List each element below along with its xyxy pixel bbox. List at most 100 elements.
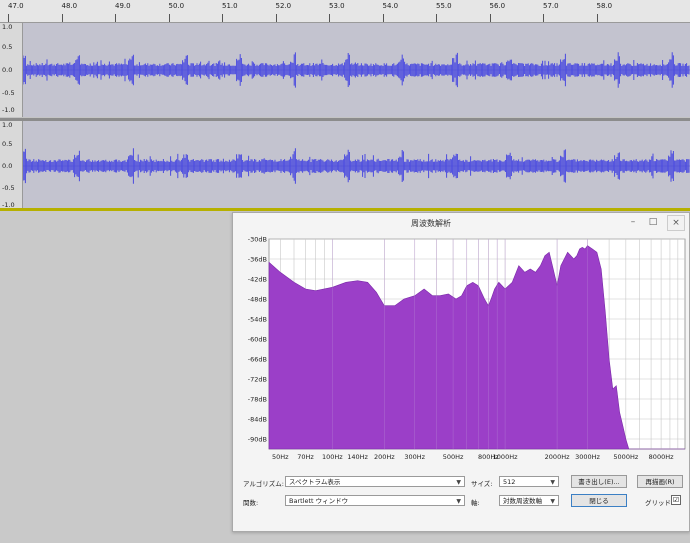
track-scale-label: 0.0	[2, 162, 13, 170]
frequency-analysis-dialog: 周波数解析 – □ × -30dB -36dB -42dB -48dB -54dB -60…	[232, 212, 690, 532]
ruler-tick-label: 53.0	[329, 2, 345, 10]
ruler-tick-mark	[222, 14, 223, 22]
ruler-tick-mark	[275, 14, 277, 22]
track-scale-label: -1.0	[2, 106, 15, 115]
close-icon[interactable]: ×	[667, 215, 685, 231]
axis-select[interactable]: 対数周波数軸 ▼	[499, 495, 559, 506]
ruler-tick-mark	[543, 14, 544, 22]
track-scale-label: -1.0	[2, 200, 15, 209]
export-button[interactable]: 書き出し(E)...	[571, 475, 627, 488]
x-tick-label: 140Hz	[347, 453, 368, 461]
track-2-scale: 1.0 0.5 0.0 -0.5 -1.0	[0, 121, 23, 211]
size-select[interactable]: 512 ▼	[499, 476, 559, 487]
ruler-tick-mark	[489, 14, 491, 22]
x-tick-label: 3000Hz	[575, 453, 600, 461]
ruler-tick-mark	[61, 14, 63, 22]
ruler-tick-label: 49.0	[115, 2, 131, 10]
chevron-down-icon: ▼	[456, 479, 461, 486]
x-tick-label: 2000Hz	[545, 453, 570, 461]
ruler-tick-label: 58.0	[596, 2, 613, 10]
ruler-tick-label: 56.0	[489, 2, 506, 10]
chevron-down-icon: ▼	[456, 498, 461, 505]
ruler-tick-label: 52.0	[275, 2, 292, 10]
minimize-icon[interactable]: –	[630, 217, 636, 227]
function-value: Bartlett ウィンドウ	[289, 497, 349, 505]
ruler-tick-label: 57.0	[543, 2, 559, 10]
y-tick-label: -60dB	[248, 336, 267, 344]
x-tick-label: 200Hz	[374, 453, 395, 461]
track-scale-label: 0.5	[2, 140, 13, 149]
axis-label: 軸:	[471, 499, 480, 507]
ruler-tick-mark	[115, 14, 116, 22]
replot-button[interactable]: 再描画(R)	[637, 475, 683, 488]
x-tick-label: 70Hz	[297, 453, 314, 461]
ruler-tick-mark	[168, 14, 170, 22]
waveform-2	[23, 121, 690, 211]
maximize-icon[interactable]: □	[648, 217, 658, 227]
track-1-waveform[interactable]	[23, 23, 690, 117]
ruler-tick-mark	[329, 14, 330, 22]
dialog-titlebar[interactable]: 周波数解析 – □ ×	[233, 213, 689, 233]
ruler-tick-label: 48.0	[61, 2, 78, 10]
x-tick-label: 50Hz	[272, 453, 289, 461]
track-1-scale: 1.0 0.5 0.0 -0.5 -1.0	[0, 23, 23, 117]
chevron-down-icon: ▼	[550, 498, 555, 505]
audio-track-2[interactable]: 1.0 0.5 0.0 -0.5 -1.0	[0, 118, 690, 211]
ruler-tick-label: 47.0	[8, 2, 24, 10]
y-tick-label: -36dB	[248, 256, 267, 264]
track-scale-label: 0.5	[2, 43, 13, 52]
function-label: 関数:	[243, 499, 259, 507]
x-tick-label: 300Hz	[404, 453, 425, 461]
grid-label: グリッド	[645, 499, 671, 507]
ruler-tick-mark	[596, 14, 598, 22]
track-scale-label: 0.0	[2, 66, 13, 74]
timeline-ruler[interactable]: 47.0 48.0 49.0 50.0 51.0 52.0 53.0 54.0 55.0 56.0…	[0, 0, 690, 23]
algorithm-select[interactable]: スペクトラム表示 ▼	[285, 476, 465, 487]
x-tick-label: 800Hz	[478, 453, 499, 461]
grid-checkbox[interactable]: ☑	[671, 495, 681, 505]
spectrum-area	[268, 245, 685, 450]
x-tick-label: 5000Hz	[613, 453, 638, 461]
x-tick-label: 8000Hz	[649, 453, 674, 461]
algorithm-value: スペクトラム表示	[289, 478, 341, 486]
analysis-controls: アルゴリズム: スペクトラム表示 ▼ サイズ: 512 ▼ 書き出し(E)...…	[233, 471, 689, 531]
y-tick-label: -78dB	[248, 396, 267, 404]
ruler-tick-label: 54.0	[382, 2, 399, 10]
x-tick-label: 100Hz	[322, 453, 343, 461]
dialog-title: 周波数解析	[411, 219, 451, 228]
ruler-tick-label: 51.0	[222, 2, 238, 10]
y-tick-label: -42dB	[248, 276, 267, 284]
spectrum-plot: -30dB -36dB -42dB -48dB -54dB -60dB -66dB -72dB…	[233, 235, 689, 467]
size-value: 512	[503, 478, 516, 486]
y-tick-label: -84dB	[248, 416, 267, 424]
y-tick-label: -90dB	[248, 436, 267, 444]
track-scale-label: -0.5	[2, 88, 15, 97]
size-label: サイズ:	[471, 480, 493, 488]
audio-track-1[interactable]: 1.0 0.5 0.0 -0.5 -1.0	[0, 23, 690, 117]
ruler-tick-mark	[382, 14, 384, 22]
ruler-tick-mark	[8, 14, 9, 22]
x-tick-label: 500Hz	[443, 453, 464, 461]
function-select[interactable]: Bartlett ウィンドウ ▼	[285, 495, 465, 506]
y-tick-label: -54dB	[248, 316, 267, 324]
ruler-tick-mark	[436, 14, 437, 22]
x-tick-label: 1000Hz	[493, 453, 518, 461]
ruler-tick-label: 50.0	[168, 2, 185, 10]
waveform-1	[23, 23, 690, 117]
track-scale-label: 1.0	[2, 120, 13, 129]
y-tick-label: -66dB	[248, 356, 267, 364]
close-button[interactable]: 閉じる	[571, 494, 627, 507]
y-tick-label: -72dB	[248, 376, 267, 384]
algorithm-label: アルゴリズム:	[243, 480, 284, 488]
y-tick-label: -48dB	[248, 296, 267, 304]
track-2-waveform[interactable]	[23, 121, 690, 211]
track-scale-label: -0.5	[2, 183, 15, 192]
track-scale-label: 1.0	[2, 22, 13, 31]
ruler-tick-label: 55.0	[436, 2, 452, 10]
spectrum-chart: -30dB -36dB -42dB -48dB -54dB -60dB -66dB -72dB…	[248, 236, 686, 461]
track-boundary	[0, 208, 690, 211]
y-tick-label: -30dB	[248, 236, 267, 244]
axis-value: 対数周波数軸	[503, 497, 542, 505]
chevron-down-icon: ▼	[550, 479, 555, 486]
